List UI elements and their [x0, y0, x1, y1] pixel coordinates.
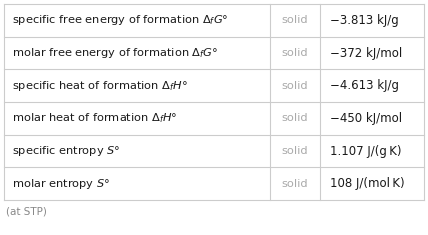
Text: −3.813 kJ/g: −3.813 kJ/g	[330, 14, 399, 27]
Text: specific entropy $S°$: specific entropy $S°$	[12, 144, 120, 158]
Text: −4.613 kJ/g: −4.613 kJ/g	[330, 79, 399, 92]
Text: solid: solid	[282, 48, 308, 58]
Text: −372 kJ/mol: −372 kJ/mol	[330, 47, 402, 59]
Text: solid: solid	[282, 146, 308, 156]
Text: molar heat of formation $\Delta_f H°$: molar heat of formation $\Delta_f H°$	[12, 111, 178, 125]
Text: 1.107 J/(g K): 1.107 J/(g K)	[330, 145, 401, 157]
Text: molar free energy of formation $\Delta_f G°$: molar free energy of formation $\Delta_f…	[12, 46, 218, 60]
Text: molar entropy $S°$: molar entropy $S°$	[12, 177, 110, 191]
Text: −450 kJ/mol: −450 kJ/mol	[330, 112, 402, 125]
Text: (at STP): (at STP)	[6, 207, 47, 217]
Text: solid: solid	[282, 113, 308, 123]
Text: solid: solid	[282, 179, 308, 189]
Text: specific free energy of formation $\Delta_f G°$: specific free energy of formation $\Delt…	[12, 13, 229, 27]
Text: 108 J/(mol K): 108 J/(mol K)	[330, 177, 404, 190]
Text: solid: solid	[282, 15, 308, 25]
Text: specific heat of formation $\Delta_f H°$: specific heat of formation $\Delta_f H°$	[12, 79, 188, 93]
Text: solid: solid	[282, 81, 308, 91]
